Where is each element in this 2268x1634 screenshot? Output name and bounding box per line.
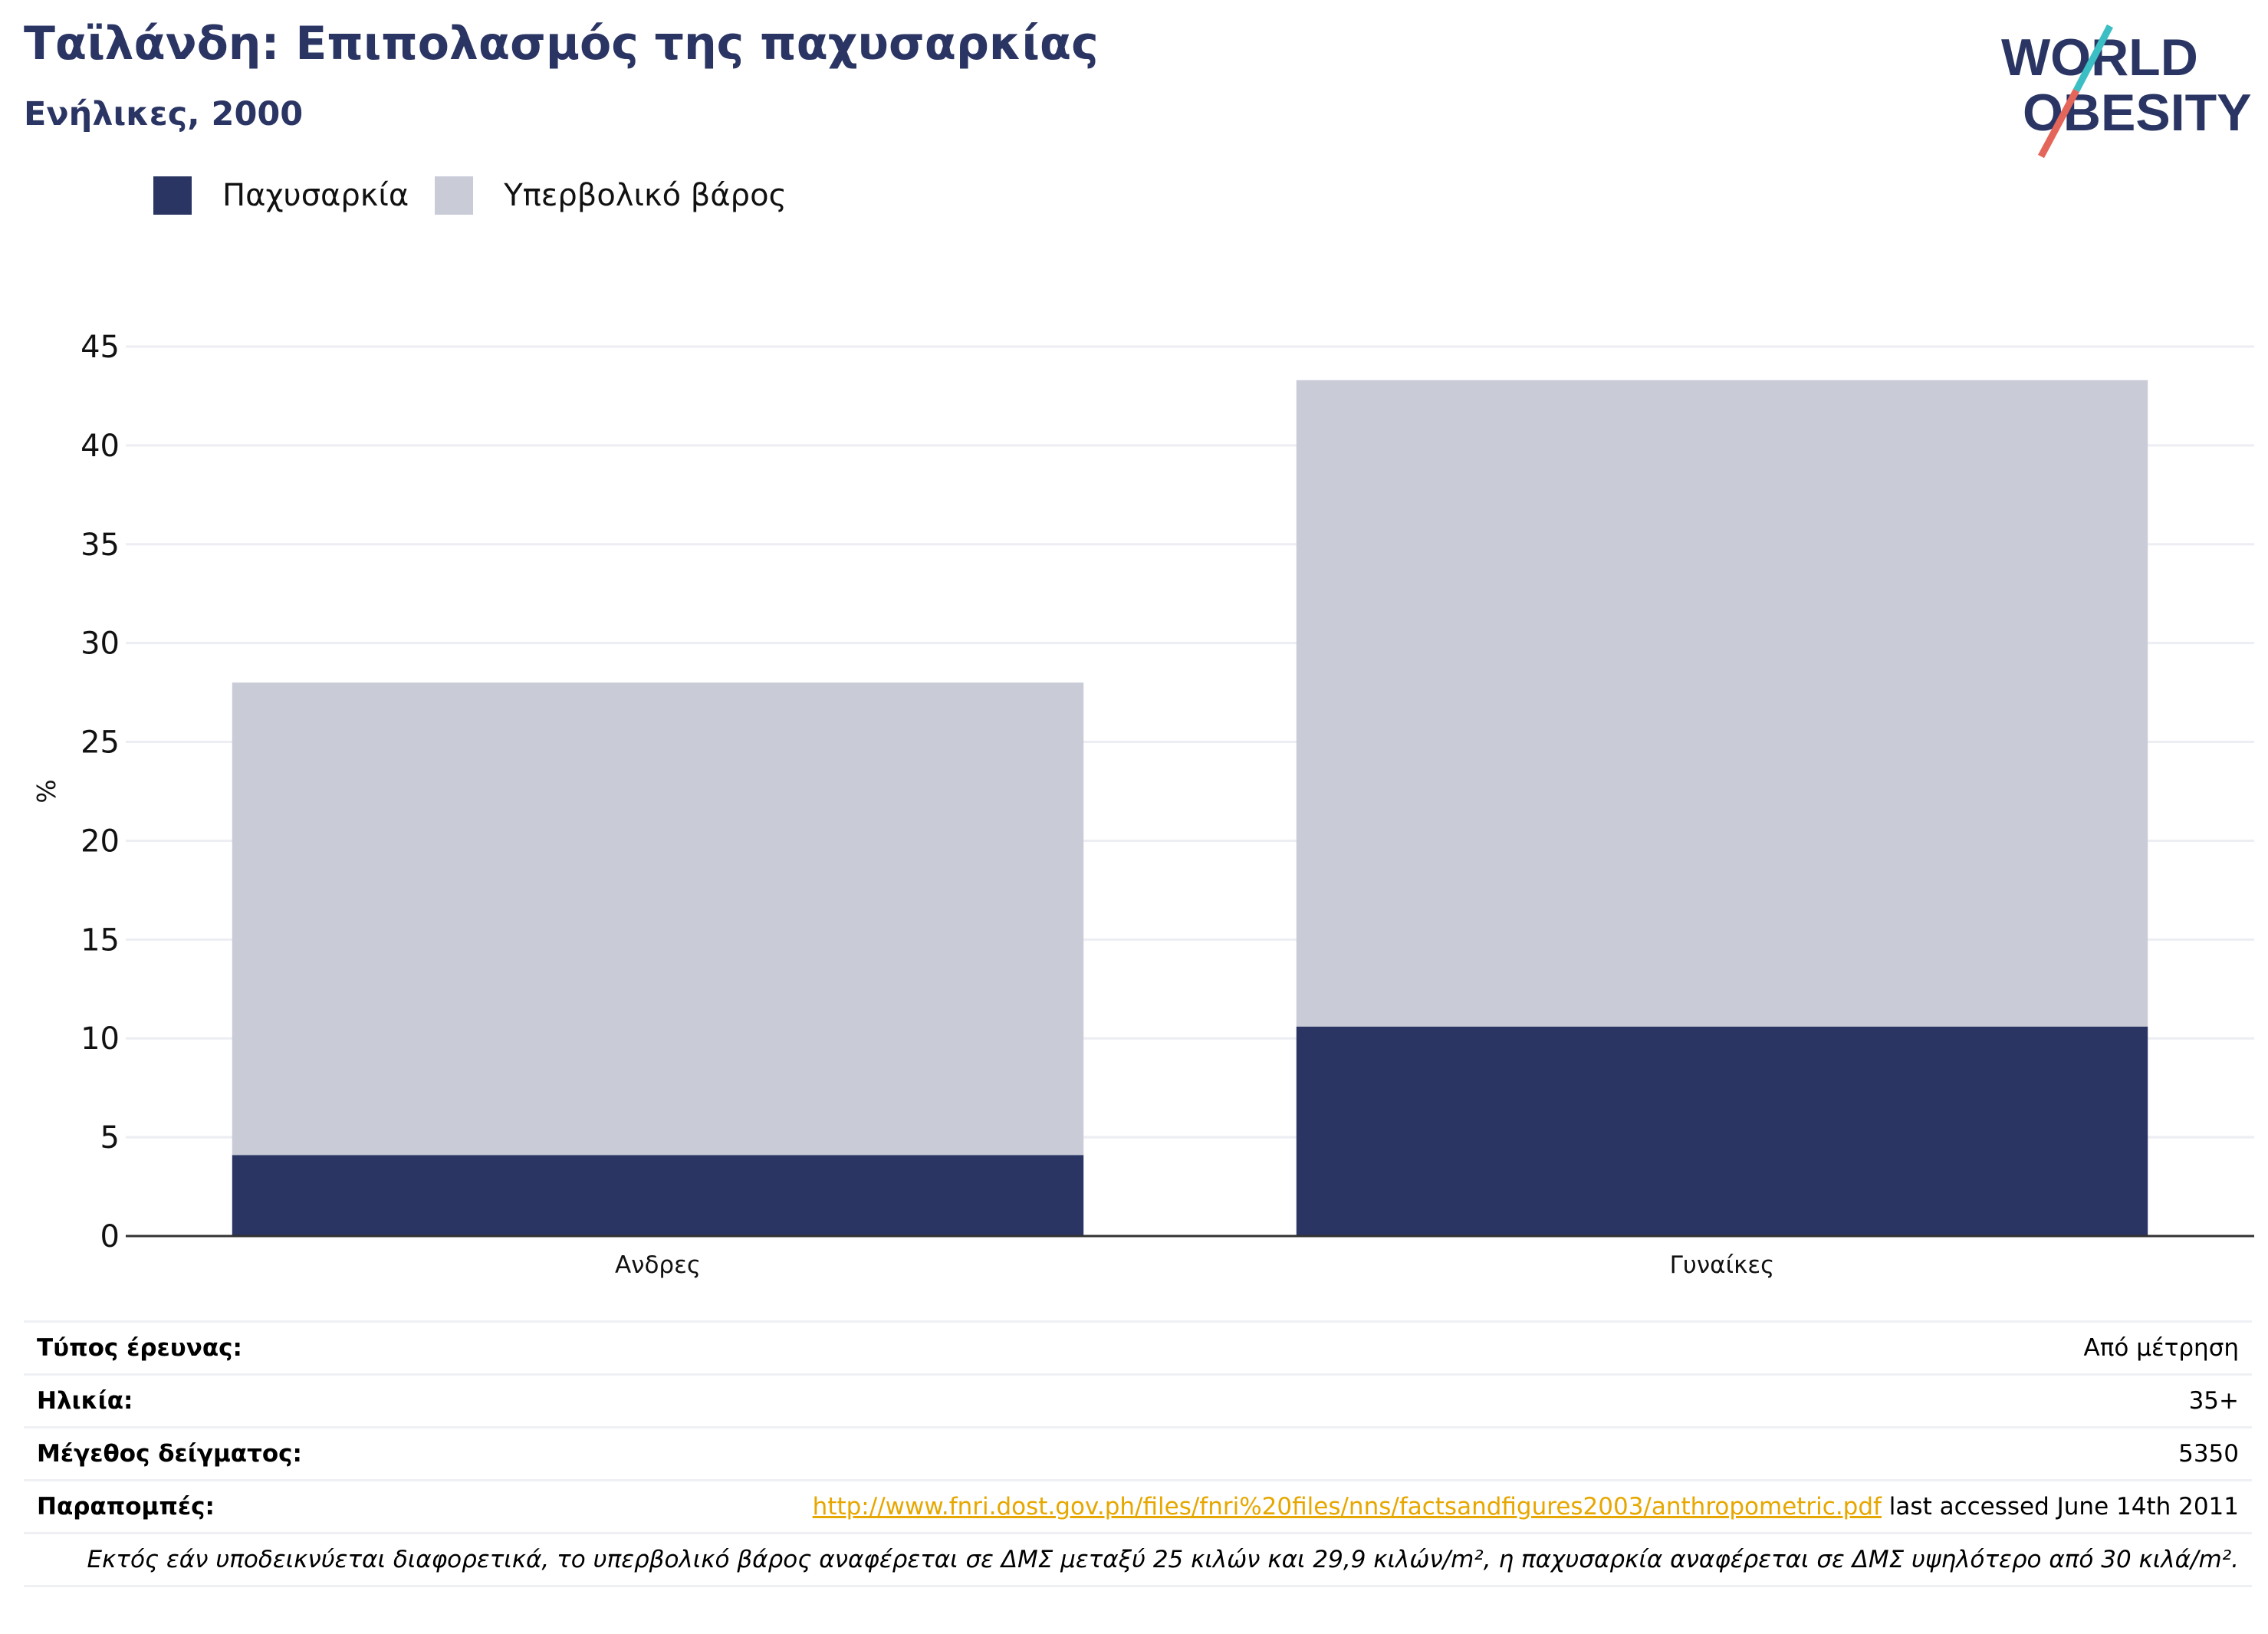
y-tick-label: 45 bbox=[81, 330, 120, 365]
legend-label-overweight: Υπερβολικό βάρος bbox=[504, 178, 787, 213]
info-row-survey-type: Τύπος έρευνας: Από μέτρηση bbox=[24, 1320, 2252, 1376]
info-key: Τύπος έρευνας: bbox=[24, 1320, 396, 1376]
bar-obesity bbox=[232, 1155, 1084, 1236]
info-row-sample-size: Μέγεθος δείγματος: 5350 bbox=[24, 1426, 2252, 1481]
reference-suffix: last accessed June 14th 2011 bbox=[1881, 1493, 2239, 1521]
y-tick-label: 30 bbox=[81, 626, 120, 662]
y-tick-label: 0 bbox=[100, 1219, 120, 1254]
y-tick-label: 25 bbox=[81, 725, 120, 761]
legend-item-obesity: Παχυσαρκία bbox=[153, 176, 409, 215]
bar-overweight bbox=[1296, 380, 2148, 1027]
bar-overweight bbox=[232, 682, 1084, 1156]
x-tick-label: Γυναίκες bbox=[1670, 1251, 1775, 1279]
info-row-age: Ηλικία: 35+ bbox=[24, 1373, 2252, 1429]
logo-line1: WORLD bbox=[2001, 28, 2198, 87]
x-tick-label: Ανδρες bbox=[615, 1251, 701, 1279]
legend-item-overweight: Υπερβολικό βάρος bbox=[435, 176, 787, 215]
legend-swatch-obesity bbox=[153, 176, 192, 215]
chart-subtitle: Ενήλικες, 2000 bbox=[24, 95, 304, 133]
info-key: Ηλικία: bbox=[24, 1373, 396, 1429]
legend-label-obesity: Παχυσαρκία bbox=[222, 178, 409, 213]
y-tick-label: 20 bbox=[81, 824, 120, 859]
legend-swatch-overweight bbox=[435, 176, 474, 215]
bar-obesity bbox=[1296, 1026, 2148, 1236]
info-row-note: Εκτός εάν υποδεικνύεται διαφορετικά, το … bbox=[24, 1532, 2252, 1587]
y-tick-label: 10 bbox=[81, 1021, 120, 1057]
info-value: 5350 bbox=[396, 1426, 2252, 1481]
y-tick-label: 35 bbox=[81, 528, 120, 563]
chart-title: Ταϊλάνδη: Επιπολασμός της παχυσαρκίας bbox=[24, 17, 1099, 71]
info-value: Από μέτρηση bbox=[396, 1320, 2252, 1376]
y-tick-label: 40 bbox=[81, 429, 120, 464]
info-value: http://www.fnri.dost.gov.ph/files/fnri%2… bbox=[396, 1479, 2252, 1534]
y-axis-title: % bbox=[31, 779, 61, 803]
reference-link[interactable]: http://www.fnri.dost.gov.ph/files/fnri%2… bbox=[812, 1493, 1882, 1521]
y-tick-label: 5 bbox=[100, 1120, 120, 1156]
stacked-bar-chart: 0 5 10 15 20 25 30 35 40 45% Ανδρες Γυναίκες bbox=[31, 330, 2254, 1279]
survey-info-table: Τύπος έρευνας: Από μέτρηση Ηλικία: 35+ Μ… bbox=[24, 1320, 2252, 1587]
y-tick-label: 15 bbox=[81, 922, 120, 958]
info-row-references: Παραπομπές: http://www.fnri.dost.gov.ph/… bbox=[24, 1479, 2252, 1534]
bmi-definition-note: Εκτός εάν υποδεικνύεται διαφορετικά, το … bbox=[24, 1532, 2252, 1587]
info-value: 35+ bbox=[396, 1373, 2252, 1429]
info-key: Παραπομπές: bbox=[24, 1479, 396, 1534]
world-obesity-logo: WORLD OBESITY bbox=[2001, 24, 2252, 159]
info-key: Μέγεθος δείγματος: bbox=[24, 1426, 396, 1481]
chart-legend: Παχυσαρκία Υπερβολικό βάρος bbox=[153, 176, 813, 215]
